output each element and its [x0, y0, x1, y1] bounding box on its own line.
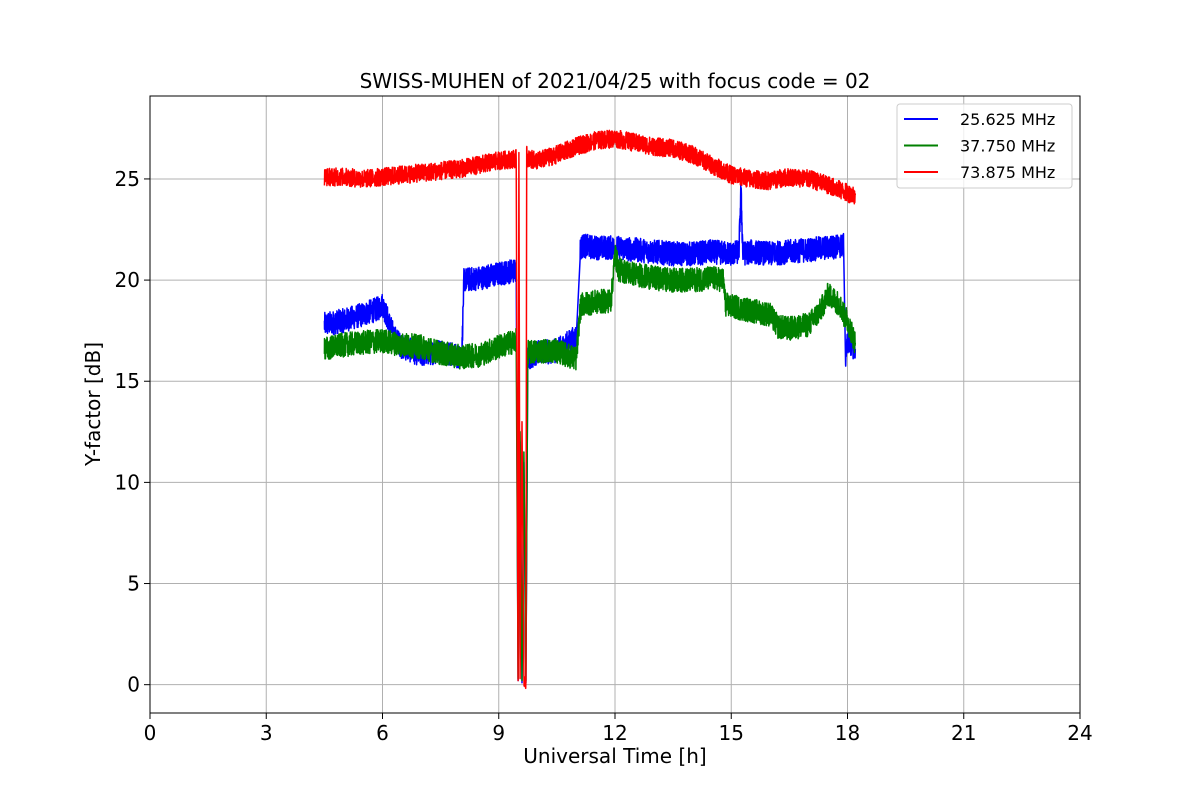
legend-label-1: 25.625 MHz	[960, 110, 1055, 129]
x-tick-label: 0	[144, 721, 157, 745]
x-tick-label: 18	[835, 721, 860, 745]
x-axis-ticks: 0 3 6 9 12 15 18 21 24	[144, 713, 1093, 745]
series-line-3	[323, 129, 857, 690]
x-axis-label: Universal Time [h]	[523, 744, 706, 768]
plot-frame	[149, 95, 1081, 714]
series-line-2	[323, 244, 857, 682]
legend-box	[896, 103, 1073, 189]
legend-label-3: 73.875 MHz	[960, 163, 1055, 182]
series-lines	[323, 129, 857, 690]
x-tick-label: 24	[1067, 721, 1092, 745]
y-tick-label: 20	[115, 268, 140, 292]
x-tick-label: 21	[951, 721, 976, 745]
x-tick-label: 9	[492, 721, 505, 745]
chart-title: SWISS-MUHEN of 2021/04/25 with focus cod…	[360, 69, 871, 93]
x-tick-label: 12	[602, 721, 627, 745]
y-axis-label: Y-factor [dB]	[81, 342, 105, 467]
y-tick-label: 15	[115, 369, 140, 393]
y-tick-label: 5	[127, 572, 140, 596]
legend-label-2: 37.750 MHz	[960, 137, 1055, 156]
x-tick-label: 15	[719, 721, 744, 745]
legend: 25.625 MHz 37.750 MHz 73.875 MHz	[896, 103, 1073, 189]
y-tick-label: 25	[115, 167, 140, 191]
y-tick-label: 10	[115, 470, 140, 494]
y-axis-ticks: 0 5 10 15 20 25	[115, 167, 150, 697]
x-tick-label: 3	[260, 721, 273, 745]
y-tick-label: 0	[127, 673, 140, 697]
x-tick-label: 6	[376, 721, 389, 745]
